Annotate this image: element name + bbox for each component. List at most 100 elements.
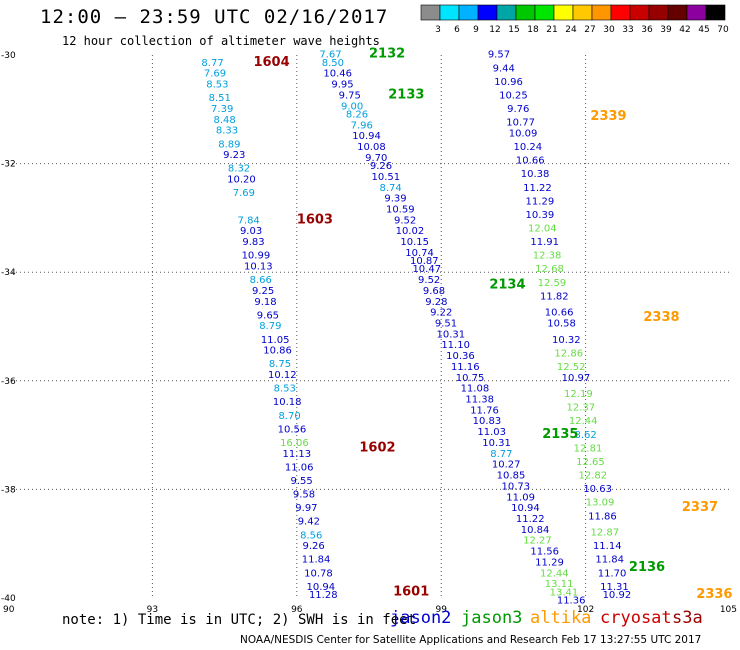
swh-value: 9.51 [435, 319, 457, 330]
swh-value: 10.09 [509, 128, 538, 139]
swh-value: 11.03 [477, 427, 506, 438]
swh-value: 12.87 [591, 528, 620, 539]
swh-value: 12.27 [523, 536, 552, 547]
colorbar-label: 6 [454, 25, 460, 35]
swh-value: 10.32 [552, 335, 581, 346]
swh-value: 10.59 [386, 204, 415, 215]
colorbar-label: 42 [679, 25, 690, 35]
swh-value: 8.79 [259, 321, 281, 332]
swh-value: 11.82 [540, 291, 569, 302]
swh-value: 11.14 [593, 541, 622, 552]
swh-value: 10.97 [562, 373, 591, 384]
colorbar-label: 36 [641, 25, 653, 35]
swh-value: 9.75 [339, 90, 361, 101]
swh-value: 7.39 [211, 104, 233, 115]
swh-value: 10.08 [357, 142, 386, 153]
swh-value: 8.70 [278, 411, 300, 422]
x-tick-label: 105 [720, 605, 737, 615]
swh-value: 9.55 [290, 476, 312, 487]
swh-value: 10.12 [268, 370, 297, 381]
swh-value: 16.06 [280, 438, 309, 449]
swh-value: 8.50 [322, 58, 344, 69]
swh-value: 12.52 [557, 362, 586, 373]
colorbar-label: 27 [584, 25, 595, 35]
swh-value: 9.00 [341, 101, 363, 112]
swh-value: 9.95 [331, 80, 353, 91]
swh-value: 10.74 [405, 248, 434, 259]
legend-item-jason3: jason3 [461, 608, 523, 628]
swh-value: 10.18 [273, 397, 302, 408]
colorbar-label: 45 [698, 25, 709, 35]
swh-value: 11.08 [461, 384, 490, 395]
track-label: 2133 [388, 87, 424, 102]
swh-value: 10.66 [545, 308, 574, 319]
colorbar-label: 21 [546, 25, 557, 35]
track-label: 2134 [489, 277, 525, 292]
swh-value: 10.99 [242, 251, 271, 262]
swh-value: 7.84 [238, 215, 260, 226]
swh-value: 10.83 [473, 416, 502, 427]
swh-value: 12.81 [574, 443, 603, 454]
legend-item-cryosat: cryosat [600, 608, 672, 628]
swh-value: 11.86 [588, 511, 617, 522]
colorbar-swatch [534, 4, 555, 21]
swh-value: 10.31 [437, 329, 466, 340]
swh-value: 12.37 [566, 403, 595, 414]
swh-value: 10.66 [516, 156, 545, 167]
colorbar-swatch [705, 4, 726, 21]
swh-value: 10.94 [511, 503, 540, 514]
swh-value: 10.87 [410, 256, 439, 267]
swh-value: 9.26 [370, 161, 392, 172]
swh-value: 13.09 [586, 498, 615, 509]
swh-value: 11.84 [302, 555, 331, 566]
swh-value: 8.89 [218, 139, 240, 150]
colorbar-swatch [648, 4, 669, 21]
swh-value: 11.29 [526, 196, 555, 207]
swh-value: 11.84 [595, 555, 624, 566]
colorbar-label: 12 [489, 25, 500, 35]
swh-value: 9.23 [223, 150, 245, 161]
legend-item-jason2: jason2 [390, 608, 452, 628]
swh-value: 10.51 [372, 172, 401, 183]
swh-value: 10.25 [499, 90, 528, 101]
credit-line: NOAA/NESDIS Center for Satellite Applica… [240, 634, 702, 646]
track-labels: 1604 1603 1602 1601 2132 2133 2134 2135 2136 2339… [253, 47, 732, 602]
swh-value: 10.38 [521, 169, 550, 180]
swh-value: 11.05 [261, 335, 290, 346]
swh-value: 10.63 [583, 484, 612, 495]
y-tick-label: -36 [1, 377, 16, 387]
swh-value: 9.83 [242, 237, 264, 248]
swh-value: 9.52 [418, 275, 440, 286]
swh-value: 9.76 [507, 104, 529, 115]
x-tick-label: 90 [3, 605, 15, 615]
swh-value: 11.70 [598, 568, 627, 579]
colorbar-swatch [496, 4, 517, 21]
swh-value: 9.26 [303, 541, 325, 552]
swh-value: 10.36 [446, 351, 475, 362]
swh-value: 10.39 [526, 210, 555, 221]
swh-value: 10.46 [323, 69, 352, 80]
swh-value: 10.73 [501, 481, 530, 492]
swh-value: 10.94 [307, 582, 336, 593]
track-label: 2132 [369, 47, 405, 62]
chart-subtitle: 12 hour collection of altimeter wave hei… [62, 34, 380, 48]
swh-value: 9.57 [488, 50, 510, 61]
colorbar-label: 18 [527, 25, 539, 35]
swh-value: 12.82 [578, 471, 607, 482]
swh-value: 13.41 [550, 587, 579, 598]
colorbar-swatch [553, 4, 574, 21]
y-tick-label: -30 [1, 51, 16, 61]
swh-value: 8.51 [209, 93, 231, 104]
swh-value: 12.44 [569, 416, 598, 427]
colorbar-label: 24 [565, 25, 577, 35]
colorbar-label: 30 [603, 25, 615, 35]
swh-value: 10.96 [494, 77, 523, 88]
legend-item-altika: altika [530, 608, 592, 628]
track-label: 2338 [643, 310, 679, 325]
swh-value: 9.03 [240, 226, 262, 237]
swh-value: 8.56 [300, 530, 322, 541]
colorbar-swatch [591, 4, 612, 21]
swh-value: 9.58 [293, 490, 315, 501]
track-label: 1603 [297, 212, 333, 227]
